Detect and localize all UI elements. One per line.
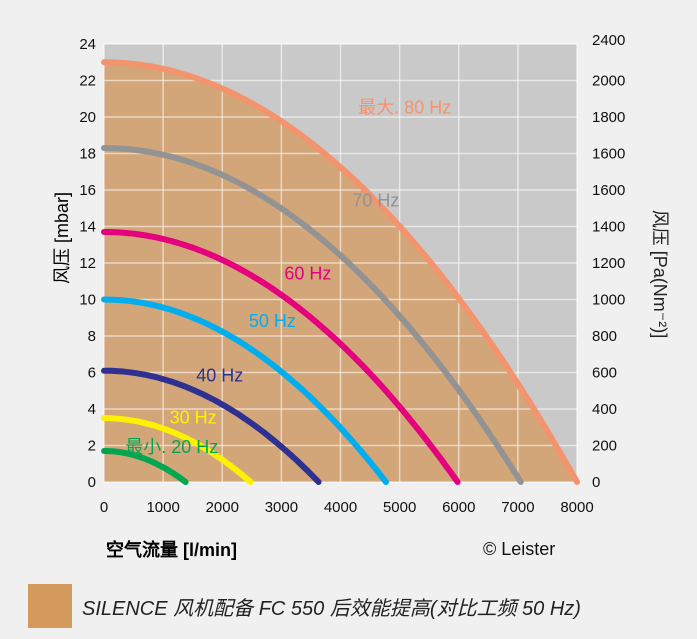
right-tick-label: 2400 <box>592 32 625 49</box>
y-tick-label: 0 <box>88 474 96 491</box>
y-tick-label: 14 <box>79 219 96 236</box>
y-tick-label: 4 <box>88 401 96 418</box>
y-tick-label: 22 <box>79 73 96 90</box>
series-line-6 <box>101 448 189 485</box>
right-tick-label: 1400 <box>592 219 625 236</box>
y-tick-label: 24 <box>79 36 96 53</box>
right-axis-title: 风压 [Pa(Nm⁻²)] <box>650 210 670 339</box>
y-tick-label: 2 <box>88 438 96 455</box>
caption-text: SILENCE 风机配备 FC 550 后效能提高(对比工频 50 Hz) <box>82 597 581 620</box>
right-tick-label: 600 <box>592 365 617 382</box>
y-axis-title: 风压 [mbar] <box>52 192 72 284</box>
right-tick-label: 1600 <box>592 182 625 199</box>
copyright-text: © Leister <box>483 539 555 559</box>
x-tick-label: 0 <box>100 499 108 516</box>
legend-swatch <box>28 584 72 628</box>
y-tick-label: 16 <box>79 182 96 199</box>
series-line-1 <box>101 145 524 485</box>
series-line-4 <box>101 367 322 485</box>
series-label-5: 30 Hz <box>170 408 217 428</box>
right-tick-label: 2000 <box>592 73 625 90</box>
x-tick-label: 6000 <box>442 499 475 516</box>
series-label-2: 60 Hz <box>284 263 331 283</box>
series-label-0: 最大. 80 Hz <box>358 97 451 117</box>
series-line-2 <box>101 229 461 485</box>
series-label-6: 最小. 20 Hz <box>125 437 218 457</box>
right-tick-label: 0 <box>592 474 600 491</box>
series-line-0 <box>101 59 580 485</box>
series-label-1: 70 Hz <box>352 190 399 210</box>
x-tick-label: 5000 <box>383 499 416 516</box>
x-axis-title: 空气流量 [l/min] <box>106 539 237 560</box>
y-tick-label: 12 <box>79 255 96 272</box>
series-line-5 <box>101 415 254 485</box>
x-tick-label: 7000 <box>501 499 534 516</box>
series-line-3 <box>101 296 389 485</box>
right-tick-label: 1800 <box>592 109 625 126</box>
x-tick-label: 1000 <box>146 499 179 516</box>
y-tick-label: 20 <box>79 109 96 126</box>
y-tick-label: 8 <box>88 328 96 345</box>
series-label-4: 40 Hz <box>196 366 243 386</box>
x-tick-label: 4000 <box>324 499 357 516</box>
x-tick-label: 8000 <box>560 499 593 516</box>
right-tick-label: 1600 <box>592 146 625 163</box>
caption: SILENCE 风机配备 FC 550 后效能提高(对比工频 50 Hz) <box>28 582 688 630</box>
right-tick-label: 200 <box>592 438 617 455</box>
right-tick-label: 1000 <box>592 292 625 309</box>
series-label-3: 50 Hz <box>249 311 296 331</box>
y-tick-label: 10 <box>79 292 96 309</box>
y-tick-label: 18 <box>79 146 96 163</box>
x-tick-label: 2000 <box>206 499 239 516</box>
right-tick-label: 400 <box>592 401 617 418</box>
right-tick-label: 1200 <box>592 255 625 272</box>
x-tick-label: 3000 <box>265 499 298 516</box>
y-tick-label: 6 <box>88 365 96 382</box>
right-tick-label: 800 <box>592 328 617 345</box>
